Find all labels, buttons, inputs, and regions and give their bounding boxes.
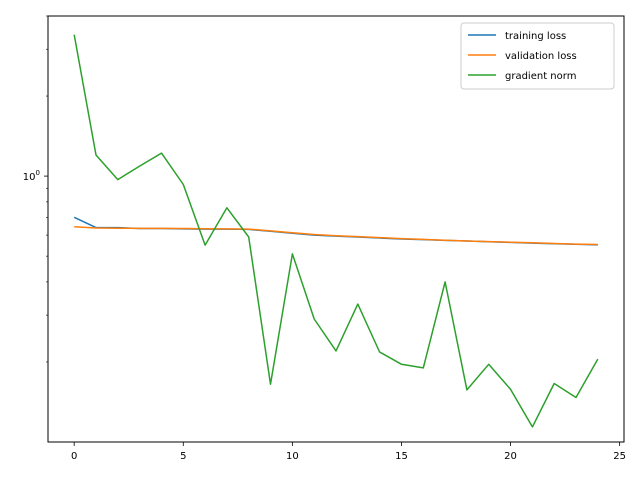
y-tick-label: 100 [23, 169, 40, 183]
legend-label: gradient norm [505, 71, 576, 82]
series-line-gradient-norm [73, 34, 599, 428]
x-tick-label: 15 [395, 451, 408, 462]
x-tick-label: 20 [504, 451, 517, 462]
legend-label: validation loss [505, 51, 577, 62]
series-line-validation-loss [74, 225, 598, 246]
x-tick-label: 10 [286, 451, 299, 462]
plot-lines [73, 34, 599, 428]
legend: training loss validation loss gradient nor… [460, 22, 615, 90]
legend-box [460, 22, 615, 90]
plot-area-frame [47, 15, 625, 443]
legend-label: training loss [505, 31, 566, 42]
x-axis: 0 5 10 15 20 25 [71, 442, 626, 462]
x-tick-label: 0 [71, 451, 77, 462]
x-tick-label: 5 [180, 451, 186, 462]
y-axis: 100 [23, 15, 48, 363]
series-line-training-loss [73, 216, 598, 246]
x-tick-label: 25 [613, 451, 626, 462]
